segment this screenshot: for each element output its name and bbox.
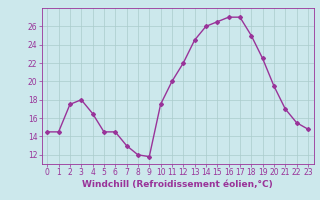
X-axis label: Windchill (Refroidissement éolien,°C): Windchill (Refroidissement éolien,°C) (82, 180, 273, 189)
